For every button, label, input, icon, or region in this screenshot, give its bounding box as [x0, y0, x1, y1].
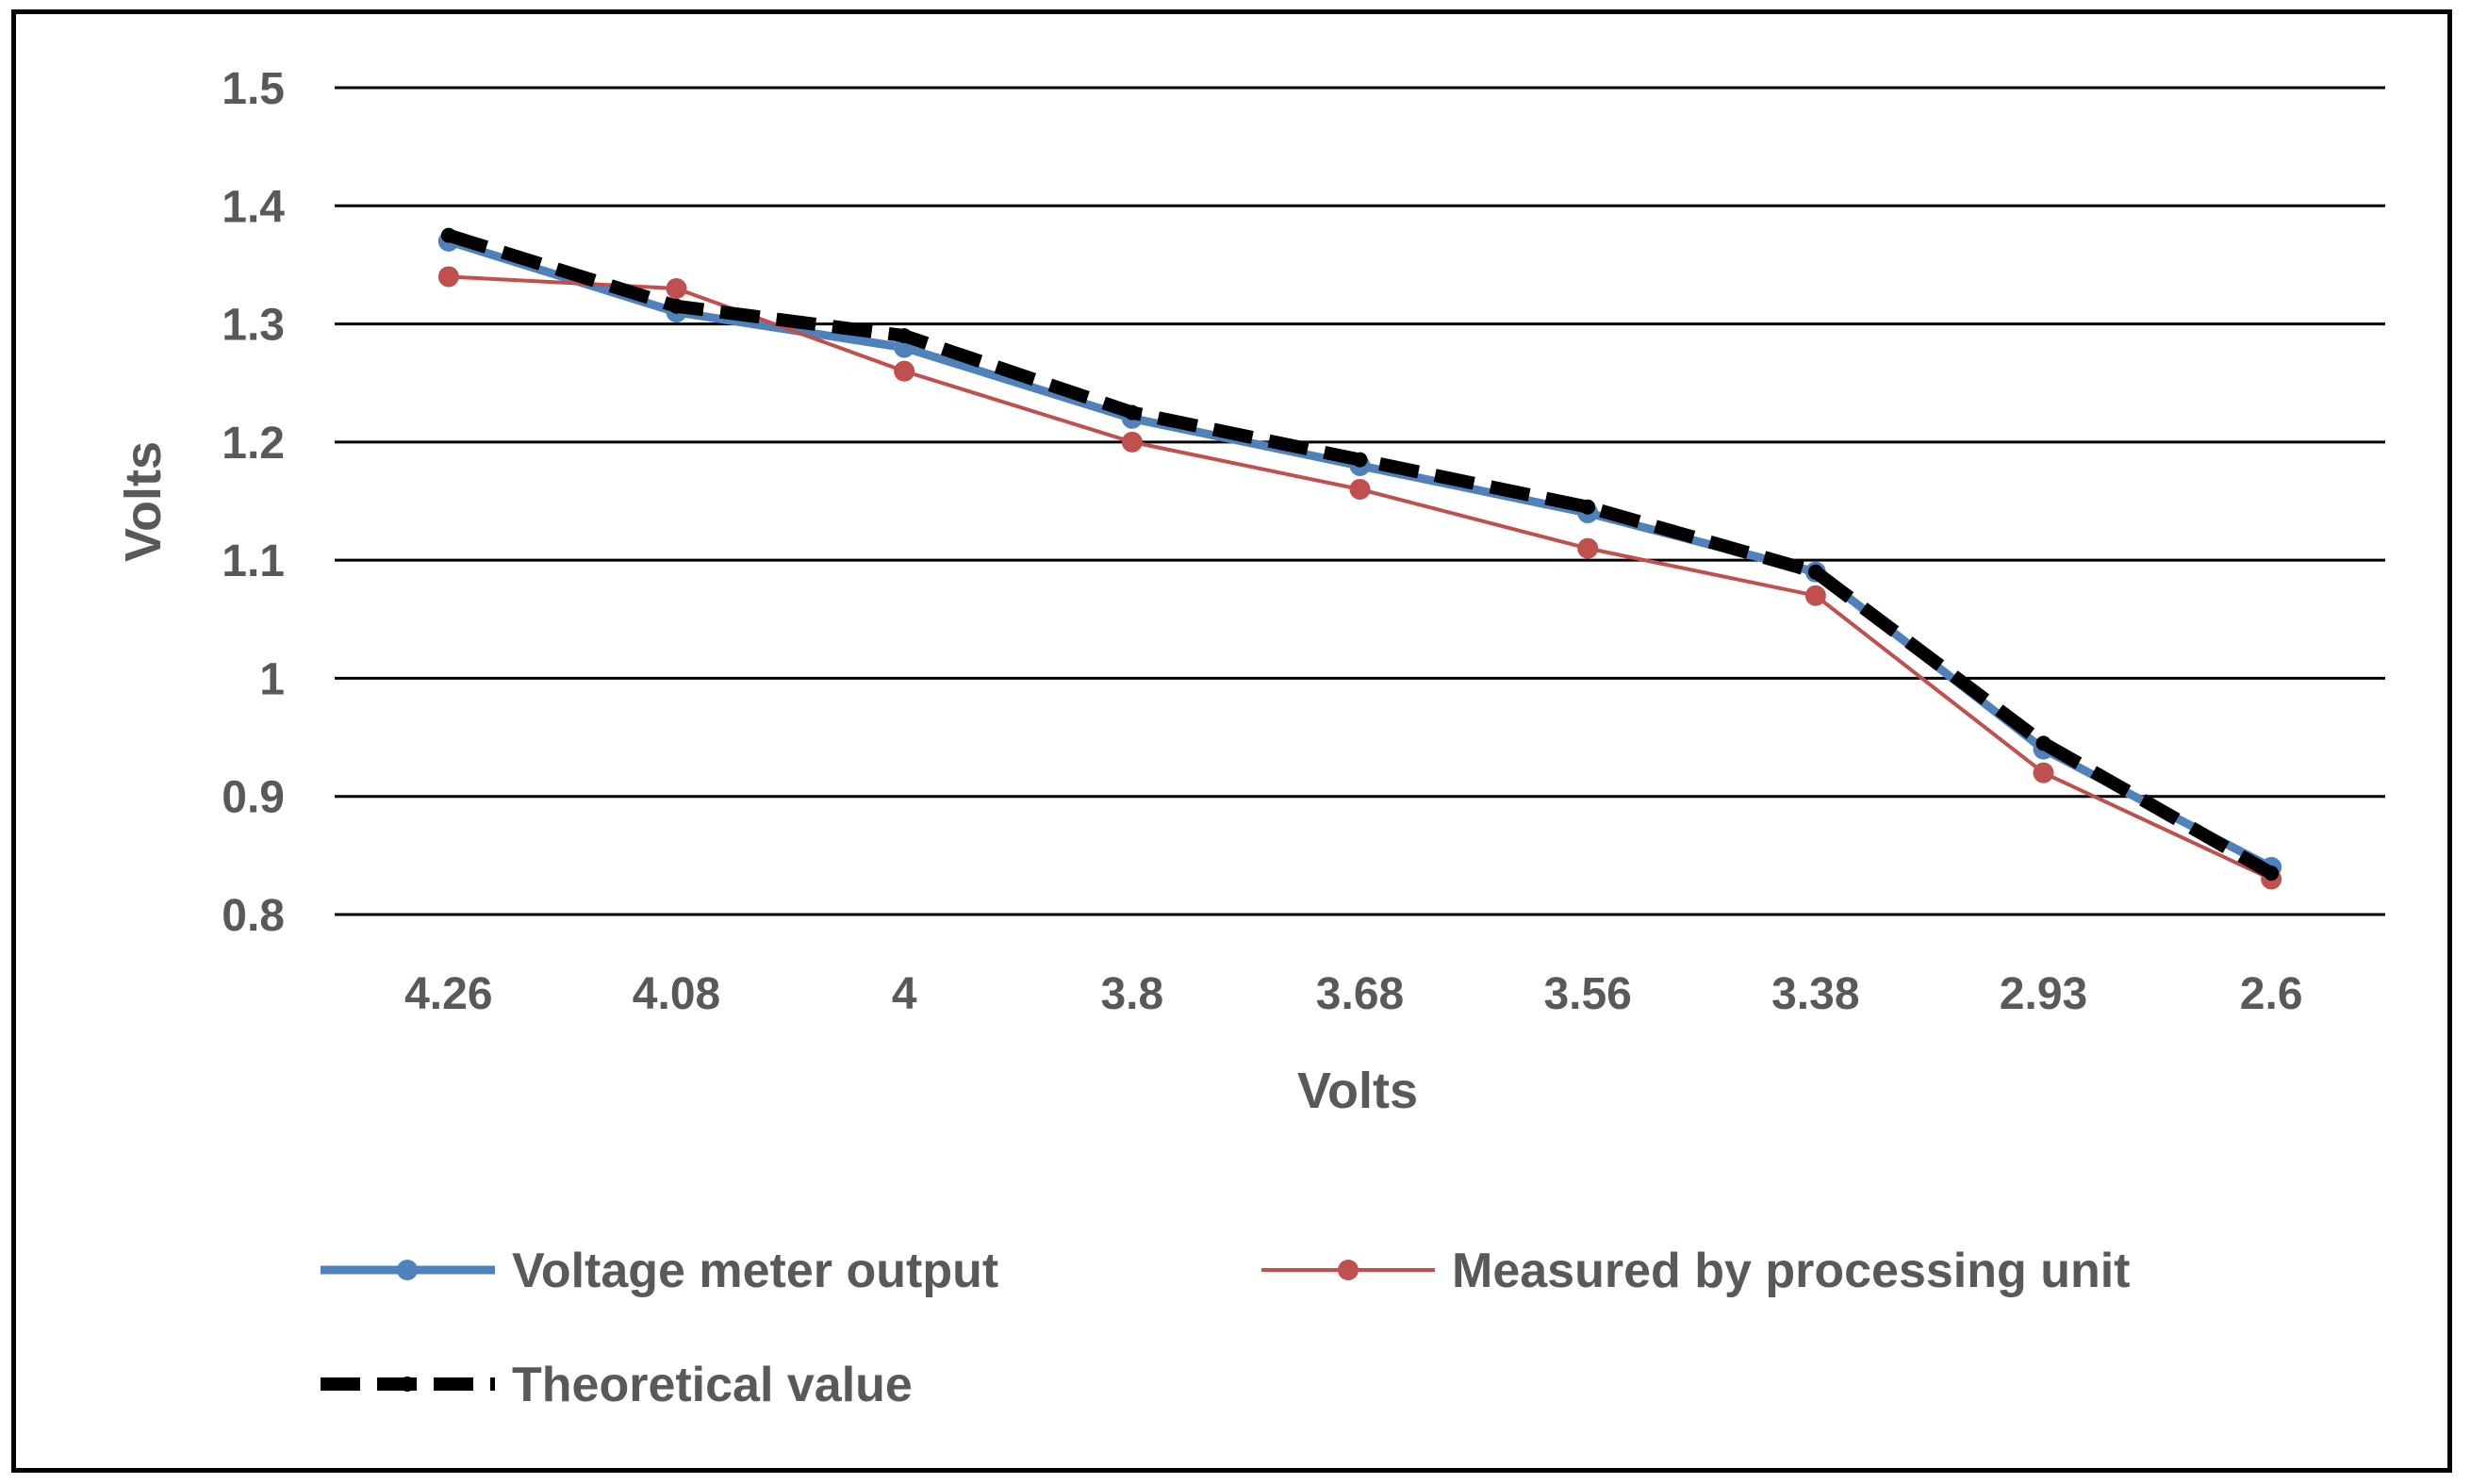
series-line	[447, 237, 2274, 871]
legend-swatch-marker	[400, 1377, 415, 1392]
series-line	[448, 274, 2273, 882]
y-tick-label: 1.3	[222, 301, 285, 351]
data-point	[1804, 585, 1826, 606]
data-point	[1352, 452, 1368, 468]
legend-label: Voltage meter output	[512, 1244, 998, 1298]
data-point	[668, 298, 684, 314]
y-tick-label: 1	[259, 654, 285, 704]
data-point	[1807, 564, 1823, 580]
x-tick-label: 2.93	[2000, 969, 2087, 1019]
x-tick-label: 4	[892, 969, 917, 1019]
legend-label: Theoretical value	[512, 1358, 913, 1412]
data-point	[1577, 537, 1599, 559]
x-tick-label: 3.56	[1543, 969, 1631, 1019]
data-point	[2035, 735, 2051, 751]
x-axis-title: Volts	[1297, 1063, 1418, 1119]
legend-item-voltage-meter: Voltage meter output	[321, 1244, 998, 1298]
data-point	[1349, 478, 1371, 500]
y-tick-label: 1.5	[222, 64, 285, 114]
legend: Voltage meter output Measured by process…	[321, 1244, 2131, 1412]
series-layer	[437, 227, 2282, 890]
x-tick-label: 4.08	[633, 969, 720, 1019]
x-tick-label: 2.6	[2240, 969, 2303, 1019]
legend-item-theoretical: Theoretical value	[321, 1358, 913, 1412]
data-point	[1121, 431, 1143, 453]
x-axis-ticks: 4.26 4.08 4 3.8 3.68 3.56 3.38 2.93 2.6	[404, 969, 2302, 1019]
y-tick-label: 1.2	[222, 419, 285, 469]
legend-item-processing-unit: Measured by processing unit	[1261, 1244, 2131, 1298]
y-tick-label: 0.9	[222, 773, 285, 823]
data-point	[666, 277, 687, 299]
data-point	[894, 360, 915, 382]
y-axis-ticks: 0.8 0.9 1 1.1 1.2 1.3 1.4 1.5	[222, 64, 285, 941]
x-tick-label: 3.38	[1771, 969, 1859, 1019]
y-axis-title: Volts	[115, 441, 172, 562]
x-tick-label: 3.68	[1316, 969, 1404, 1019]
y-tick-label: 1.1	[222, 536, 285, 586]
x-tick-label: 4.26	[404, 969, 492, 1019]
series-3	[440, 227, 2280, 882]
gridlines	[335, 86, 2385, 916]
y-tick-label: 0.8	[222, 891, 285, 941]
data-point	[440, 227, 456, 243]
x-tick-label: 3.8	[1100, 969, 1163, 1019]
series-line	[446, 228, 2275, 880]
data-point	[1580, 499, 1596, 515]
legend-label: Measured by processing unit	[1452, 1244, 2131, 1298]
legend-swatch-marker	[397, 1260, 418, 1280]
data-point	[437, 266, 459, 288]
legend-swatch-marker	[1338, 1260, 1359, 1280]
data-point	[2264, 866, 2280, 882]
data-point	[2033, 762, 2054, 783]
series-1	[437, 230, 2282, 878]
data-point	[897, 328, 913, 344]
data-point	[1124, 404, 1140, 420]
y-tick-label: 1.4	[222, 182, 285, 232]
